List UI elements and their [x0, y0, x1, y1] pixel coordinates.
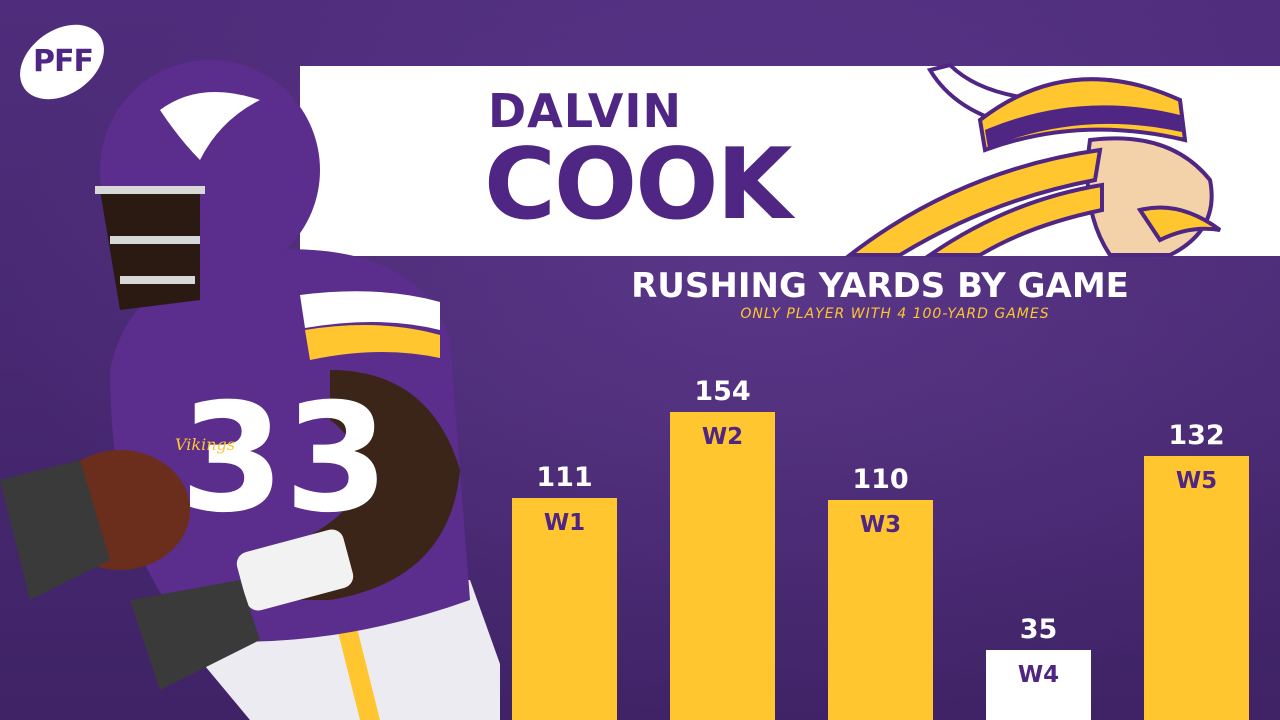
- chart-subtitle: ONLY PLAYER WITH 4 100-YARD GAMES: [740, 306, 1050, 322]
- bar-w1: [512, 498, 617, 720]
- value-label-w4: 35: [1020, 614, 1058, 645]
- bar-w5: [1144, 456, 1249, 720]
- category-label-w5: W5: [1176, 468, 1217, 494]
- player-photo: 33 Vikings: [0, 60, 500, 720]
- category-label-w4: W4: [1018, 662, 1059, 688]
- bar-w4: [986, 650, 1091, 720]
- pff-logo-icon: [20, 24, 104, 100]
- category-label-w2: W2: [702, 424, 743, 450]
- player-last-name: COOK: [484, 128, 792, 242]
- value-label-w5: 132: [1168, 420, 1224, 451]
- value-label-w1: 111: [536, 462, 592, 493]
- category-label-w1: W1: [544, 510, 585, 536]
- value-label-w3: 110: [852, 464, 908, 495]
- vikings-head-icon: [844, 62, 1222, 257]
- jersey-number: 33: [180, 372, 389, 546]
- category-label-w3: W3: [860, 512, 901, 538]
- player-first-name: DALVIN: [488, 84, 682, 138]
- jersey-text: Vikings: [175, 435, 235, 454]
- value-label-w2: 154: [694, 376, 750, 407]
- bar-w2: [670, 412, 775, 720]
- chart-title: RUSHING YARDS BY GAME: [631, 266, 1129, 306]
- pff-logo-text: PFF: [33, 44, 94, 79]
- bar-w3: [828, 500, 933, 720]
